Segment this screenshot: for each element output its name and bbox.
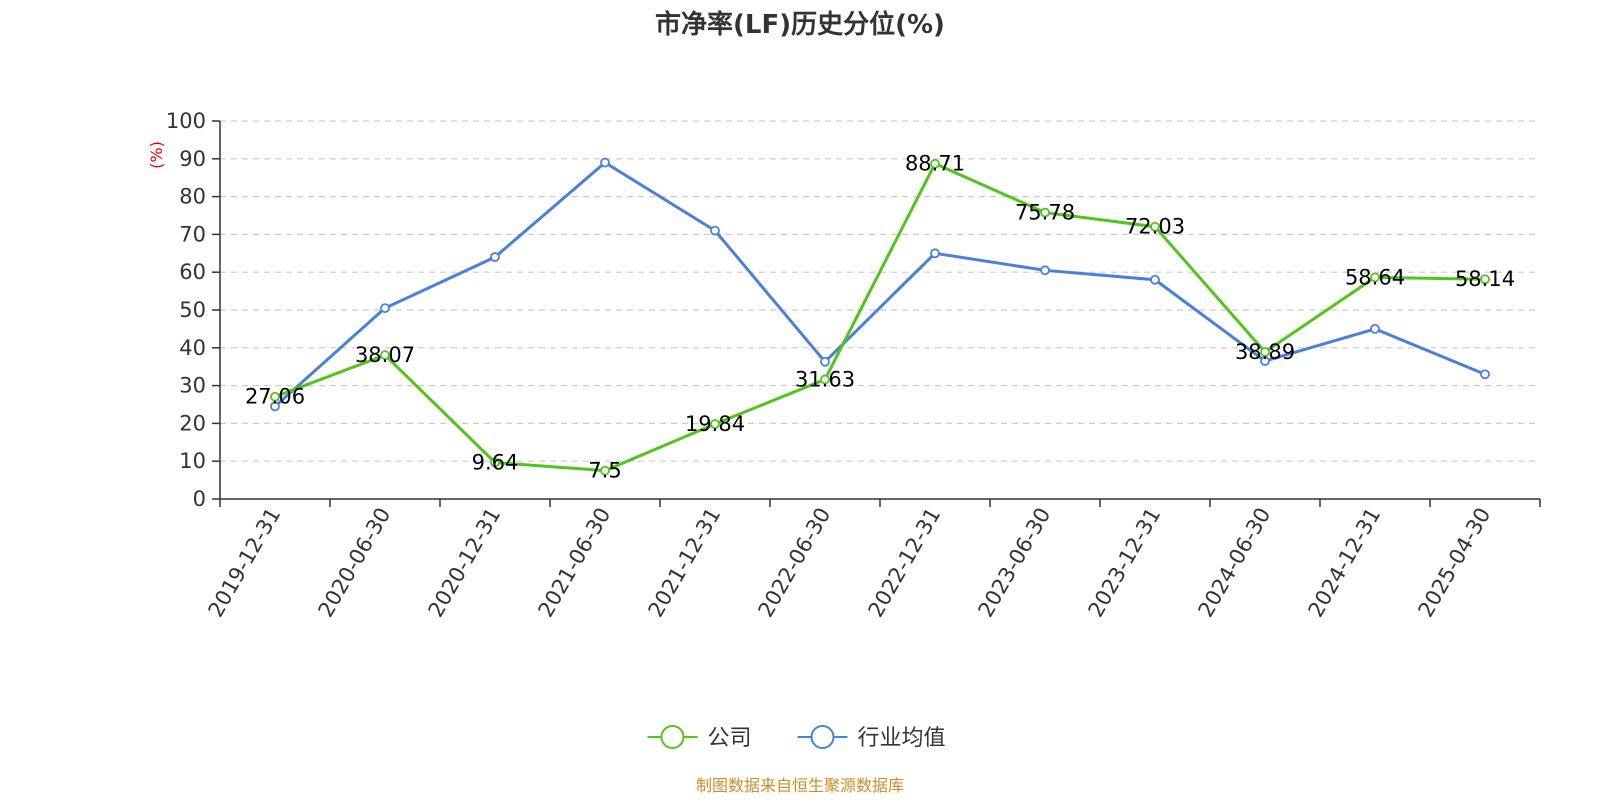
x-tick-label: 2022-12-31 bbox=[864, 504, 946, 622]
data-label: 88.71 bbox=[905, 152, 965, 176]
data-point bbox=[930, 158, 940, 169]
source-note: 制图数据来自恒生聚源数据库 bbox=[696, 776, 904, 795]
x-tick-label: 2023-12-31 bbox=[1084, 504, 1166, 622]
data-label: 31.63 bbox=[795, 367, 855, 391]
data-label: 9.64 bbox=[472, 451, 519, 475]
data-label: 7.5 bbox=[588, 459, 621, 483]
data-point bbox=[710, 419, 720, 429]
x-tick-label: 2024-12-31 bbox=[1304, 504, 1386, 622]
legend-marker bbox=[810, 725, 835, 749]
data-point bbox=[1040, 265, 1050, 276]
legend-label: 公司 bbox=[708, 726, 752, 751]
x-tick-label: 2020-12-31 bbox=[424, 504, 506, 622]
data-point bbox=[1480, 274, 1490, 285]
data-point bbox=[710, 225, 720, 236]
data-label: 38.07 bbox=[355, 343, 415, 367]
x-tick-label: 2021-12-31 bbox=[644, 504, 726, 622]
y-tick-label: 70 bbox=[179, 222, 206, 246]
series-group bbox=[270, 157, 1490, 476]
data-point bbox=[1150, 274, 1160, 285]
data-point bbox=[270, 401, 280, 412]
x-tick-label: 2021-06-30 bbox=[534, 504, 616, 622]
data-point bbox=[380, 303, 390, 314]
y-axis-label: (%) bbox=[147, 141, 166, 169]
data-point bbox=[1040, 207, 1050, 218]
y-tick-label: 30 bbox=[179, 374, 206, 398]
legend-label: 行业均值 bbox=[858, 726, 946, 751]
data-point bbox=[1370, 323, 1380, 334]
data-label: 72.03 bbox=[1125, 215, 1185, 239]
y-tick-label: 20 bbox=[179, 411, 206, 435]
series-line bbox=[274, 162, 1486, 473]
data-point bbox=[270, 391, 280, 402]
data-point bbox=[490, 457, 500, 468]
y-tick-label: 90 bbox=[179, 147, 206, 171]
data-point bbox=[1480, 369, 1490, 380]
x-tick-label: 2022-06-30 bbox=[754, 504, 836, 622]
data-point bbox=[820, 356, 830, 367]
legend-item-industry-average: 行业均值 bbox=[797, 725, 946, 751]
data-label: 27.06 bbox=[245, 385, 305, 409]
data-point bbox=[1370, 272, 1380, 283]
data-label: 38.89 bbox=[1235, 340, 1295, 364]
data-point bbox=[820, 374, 830, 385]
data-point bbox=[600, 465, 610, 476]
data-label: 75.78 bbox=[1015, 201, 1075, 225]
y-tick-label: 80 bbox=[179, 185, 206, 209]
grid-lines bbox=[220, 120, 1540, 462]
data-point bbox=[1260, 356, 1270, 366]
y-tick-label: 40 bbox=[179, 336, 206, 360]
series-company bbox=[270, 158, 1490, 476]
y-tick-label: 0 bbox=[193, 487, 206, 511]
data-labels: 27.06 38.07 9.64 7.5 19.84 31.63 88.71 75.78 72.… bbox=[245, 152, 1515, 483]
data-label: 58.14 bbox=[1455, 267, 1515, 291]
chart-title: 市净率(LF)历史分位(%) bbox=[655, 9, 945, 40]
x-tick-label: 2023-06-30 bbox=[974, 504, 1056, 622]
series-industry-average bbox=[270, 157, 1490, 412]
data-point bbox=[600, 157, 610, 168]
y-tick-label: 100 bbox=[166, 109, 206, 133]
y-tick-label: 10 bbox=[179, 449, 206, 473]
x-tick-label: 2019-12-31 bbox=[204, 504, 286, 622]
x-tick-label: 2025-04-30 bbox=[1414, 504, 1496, 622]
legend-item-company: 公司 bbox=[647, 725, 752, 751]
legend: 公司 行业均值 bbox=[647, 725, 946, 751]
data-label: 19.84 bbox=[685, 412, 745, 436]
data-label: 58.64 bbox=[1345, 265, 1405, 289]
legend-marker bbox=[660, 725, 685, 749]
data-point bbox=[490, 252, 500, 262]
x-tick-label: 2020-06-30 bbox=[314, 504, 396, 622]
y-tick-label: 50 bbox=[179, 298, 206, 322]
data-point bbox=[380, 350, 390, 360]
data-point bbox=[1260, 347, 1270, 357]
data-point bbox=[1150, 221, 1160, 232]
y-tick-label: 60 bbox=[179, 260, 206, 284]
data-point bbox=[930, 248, 940, 259]
series-line bbox=[274, 161, 1486, 408]
x-tick-label: 2024-06-30 bbox=[1194, 504, 1276, 622]
